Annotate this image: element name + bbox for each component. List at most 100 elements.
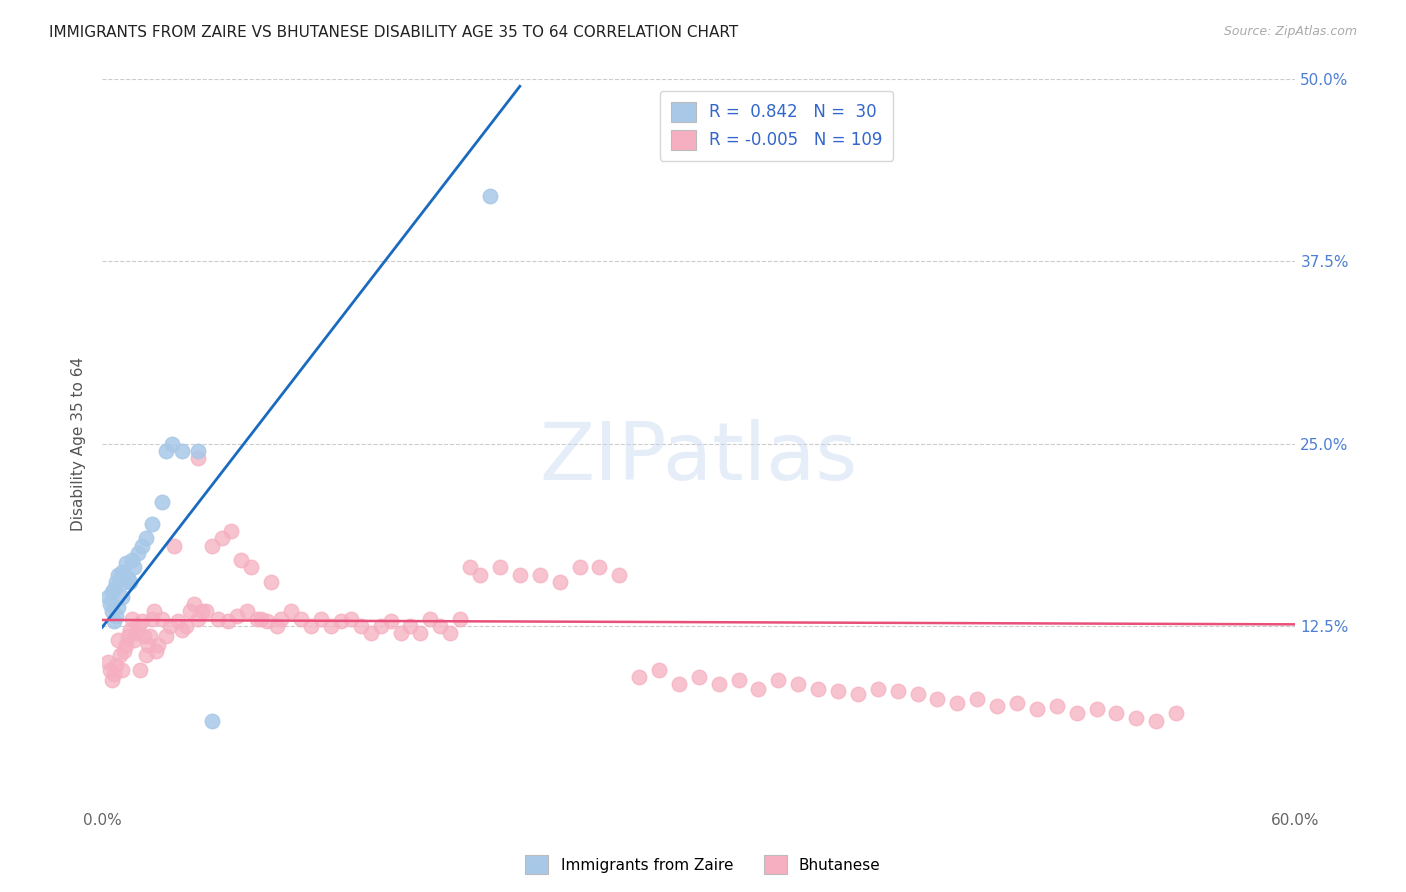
Point (139, 629, 162, 643)
Point (807, 681, 830, 696)
Point (747, 681, 769, 696)
Point (226, 608, 249, 623)
Point (127, 546, 149, 560)
Legend: R =  0.842   N =  30, R = -0.005   N = 109: R = 0.842 N = 30, R = -0.005 N = 109 (659, 91, 893, 161)
Point (190, 604, 212, 618)
Point (146, 638, 169, 652)
Point (236, 604, 259, 618)
Point (117, 629, 139, 643)
Text: ZIPatlas: ZIPatlas (540, 419, 858, 497)
Point (787, 677, 810, 691)
Point (768, 673, 790, 687)
Point (131, 539, 153, 553)
Point (319, 619, 342, 633)
Point (112, 575, 135, 590)
Point (111, 590, 134, 604)
Point (340, 611, 363, 625)
Point (117, 571, 139, 585)
Point (97, 590, 120, 604)
Point (966, 691, 988, 706)
Text: Source: ZipAtlas.com: Source: ZipAtlas.com (1223, 25, 1357, 38)
Point (98, 663, 121, 677)
Point (150, 611, 173, 625)
Point (389, 626, 412, 640)
Point (217, 615, 239, 629)
Point (150, 495, 173, 509)
Point (103, 582, 125, 597)
Point (1046, 698, 1069, 713)
Point (112, 643, 135, 657)
Point (290, 611, 312, 625)
Point (409, 626, 432, 640)
Point (221, 524, 243, 538)
Point (118, 575, 141, 590)
Point (135, 531, 157, 545)
Point (1125, 711, 1147, 725)
Point (115, 556, 138, 570)
Point (360, 626, 382, 640)
Point (246, 611, 269, 625)
Point (211, 531, 233, 545)
Point (142, 604, 165, 618)
Point (607, 567, 630, 582)
Y-axis label: Disability Age 35 to 64: Disability Age 35 to 64 (72, 357, 86, 531)
Point (260, 575, 283, 590)
Point (136, 638, 159, 652)
Point (107, 567, 129, 582)
Point (194, 604, 217, 618)
Legend: Immigrants from Zaire, Bhutanese: Immigrants from Zaire, Bhutanese (519, 849, 887, 880)
Point (183, 597, 205, 611)
Point (131, 615, 153, 629)
Point (266, 619, 288, 633)
Point (256, 615, 278, 629)
Point (121, 553, 143, 567)
Point (231, 553, 253, 567)
Point (141, 611, 163, 625)
Point (1005, 696, 1028, 710)
Point (250, 611, 273, 625)
Point (350, 619, 373, 633)
Point (1085, 702, 1108, 716)
Point (122, 560, 145, 574)
Point (98, 597, 121, 611)
Point (207, 611, 229, 625)
Point (107, 633, 129, 648)
Point (107, 599, 129, 614)
Point (479, 188, 502, 202)
Point (101, 604, 124, 618)
Point (270, 611, 292, 625)
Point (108, 648, 131, 662)
Point (886, 684, 908, 698)
Point (125, 626, 148, 640)
Point (101, 673, 124, 687)
Point (145, 643, 167, 657)
Point (179, 604, 201, 618)
Point (170, 623, 193, 637)
Point (846, 687, 869, 701)
Point (588, 560, 610, 574)
Point (200, 714, 222, 728)
Point (111, 663, 134, 677)
Point (309, 611, 332, 625)
Point (97, 655, 120, 669)
Point (1066, 706, 1088, 721)
Point (103, 615, 125, 629)
Point (299, 619, 322, 633)
Point (118, 623, 141, 637)
Point (129, 663, 152, 677)
Point (668, 677, 690, 691)
Point (108, 571, 131, 585)
Point (727, 673, 749, 687)
Point (707, 677, 730, 691)
Point (529, 567, 551, 582)
Point (688, 670, 710, 684)
Point (439, 626, 461, 640)
Point (380, 615, 402, 629)
Point (449, 611, 471, 625)
Point (1105, 706, 1128, 721)
Point (105, 575, 128, 590)
Point (1144, 714, 1167, 728)
Point (648, 663, 671, 677)
Point (132, 629, 155, 643)
Point (827, 684, 849, 698)
